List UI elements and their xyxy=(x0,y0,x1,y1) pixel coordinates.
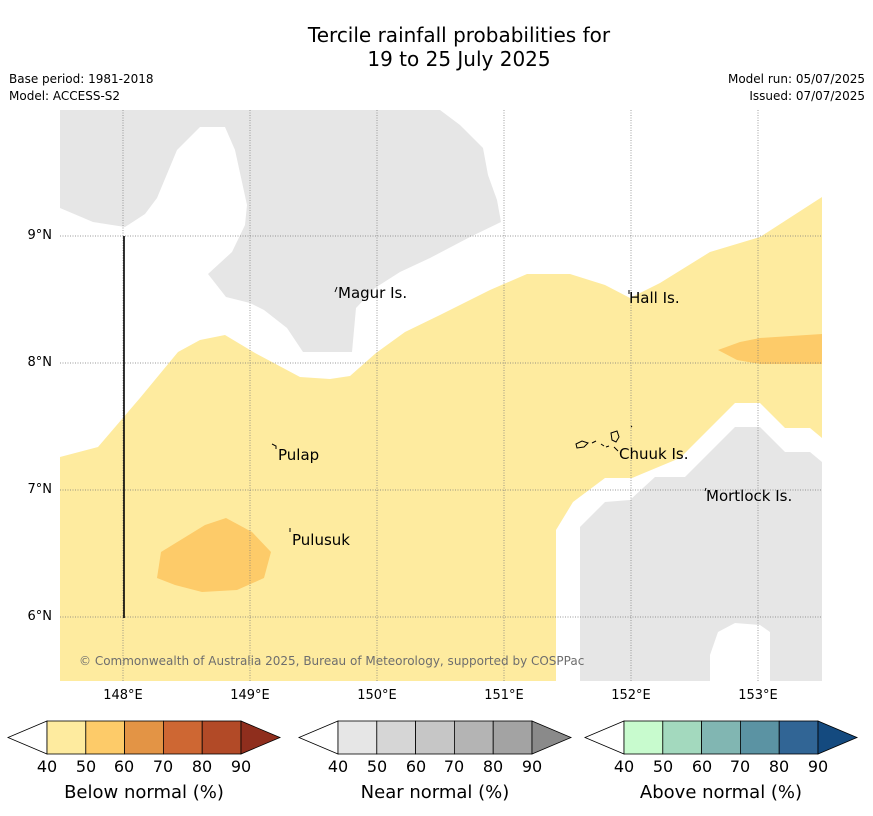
lon-label-150e: 150°E xyxy=(357,688,397,703)
cb-above-tick-40: 40 xyxy=(613,757,635,776)
place-label-pulusuk: Pulusuk xyxy=(292,531,350,549)
colorbar-overflow-triangle xyxy=(817,720,859,755)
copyright-notice: © Commonwealth of Australia 2025, Bureau… xyxy=(79,654,585,668)
place-label-chuuk: Chuuk Is. xyxy=(619,445,689,463)
colorbar-title-below-normal: Below normal (%) xyxy=(64,782,224,803)
colorbar-above-normal xyxy=(583,720,859,755)
colorbar-underflow-triangle xyxy=(297,720,339,755)
pulap-island-shape xyxy=(271,443,277,449)
place-label-hall: Hall Is. xyxy=(629,289,680,307)
below-normal-50-60-region xyxy=(157,518,271,592)
lon-label-151e: 151°E xyxy=(484,688,524,703)
colorbar-below-normal xyxy=(6,720,282,755)
lat-label-9n: 9°N xyxy=(27,228,53,243)
model-run-date: Model run: 05/07/2025 xyxy=(727,72,865,86)
lon-label-153e: 153°E xyxy=(738,688,778,703)
colorbar-title-above-normal: Above normal (%) xyxy=(639,782,803,803)
cb-above-tick-80: 80 xyxy=(768,757,790,776)
cb-near-tick-50: 50 xyxy=(366,757,388,776)
cb-below-tick-90: 90 xyxy=(230,757,252,776)
cb-near-tick-90: 90 xyxy=(521,757,543,776)
lon-label-149e: 149°E xyxy=(230,688,270,703)
probability-map xyxy=(60,110,822,681)
colorbar-segment xyxy=(492,720,533,755)
place-label-mortlock: Mortlock Is. xyxy=(706,487,793,505)
model-name: Model: ACCESS-S2 xyxy=(9,89,121,103)
lat-label-8n: 8°N xyxy=(27,355,53,370)
grid-lines xyxy=(60,110,822,681)
mortlock-island-shape xyxy=(704,487,707,492)
lat-label-6n: 6°N xyxy=(27,609,53,624)
colorbar-segment xyxy=(124,720,164,755)
below-normal-50-60-region-east xyxy=(718,334,822,364)
lat-label-7n: 7°N xyxy=(27,482,53,497)
cb-near-tick-40: 40 xyxy=(327,757,349,776)
colorbar-segment xyxy=(740,720,780,755)
lon-label-148e: 148°E xyxy=(103,688,143,703)
colorbars-legend xyxy=(6,720,859,755)
island-outlines xyxy=(271,286,707,532)
lon-label-152e: 152°E xyxy=(611,688,651,703)
cb-below-tick-80: 80 xyxy=(191,757,213,776)
cb-above-tick-60: 60 xyxy=(691,757,713,776)
colorbar-segment xyxy=(46,720,87,755)
near-normal-region-north xyxy=(60,110,501,352)
colorbar-underflow-triangle xyxy=(6,720,48,755)
cb-above-tick-70: 70 xyxy=(729,757,751,776)
map-title-line1: Tercile rainfall probabilities for xyxy=(307,23,611,47)
place-label-pulap: Pulap xyxy=(278,446,320,464)
colorbar-segment xyxy=(415,720,455,755)
colorbar-underflow-triangle xyxy=(583,720,625,755)
colorbar-segment xyxy=(453,720,494,755)
colorbar-overflow-triangle xyxy=(531,720,573,755)
colorbar-segment xyxy=(85,720,126,755)
cb-below-tick-40: 40 xyxy=(36,757,58,776)
cb-near-tick-60: 60 xyxy=(405,757,427,776)
cb-near-tick-70: 70 xyxy=(443,757,465,776)
cb-below-tick-50: 50 xyxy=(75,757,97,776)
colorbar-near-normal xyxy=(297,720,573,755)
cb-above-tick-90: 90 xyxy=(807,757,829,776)
colorbar-title-near-normal: Near normal (%) xyxy=(360,782,510,803)
near-normal-region-south xyxy=(580,427,822,681)
colorbar-segment xyxy=(376,720,416,755)
cb-below-tick-60: 60 xyxy=(113,757,135,776)
colorbar-overflow-triangle xyxy=(240,720,282,755)
cb-below-tick-70: 70 xyxy=(152,757,174,776)
issued-date: Issued: 07/07/2025 xyxy=(749,89,865,103)
map-title-line2: 19 to 25 July 2025 xyxy=(367,47,551,71)
cb-above-tick-50: 50 xyxy=(652,757,674,776)
colorbar-segment xyxy=(778,720,819,755)
colorbar-segment xyxy=(662,720,702,755)
place-label-magur: Magur Is. xyxy=(338,284,408,302)
base-period: Base period: 1981-2018 xyxy=(9,72,154,86)
colorbar-segment xyxy=(162,720,203,755)
colorbar-segment xyxy=(623,720,664,755)
colorbar-segment xyxy=(701,720,741,755)
cb-near-tick-80: 80 xyxy=(482,757,504,776)
colorbar-segment xyxy=(337,720,378,755)
colorbar-segment xyxy=(201,720,242,755)
chuuk-islands-shape xyxy=(575,425,633,452)
magur-island-shape xyxy=(334,286,338,293)
